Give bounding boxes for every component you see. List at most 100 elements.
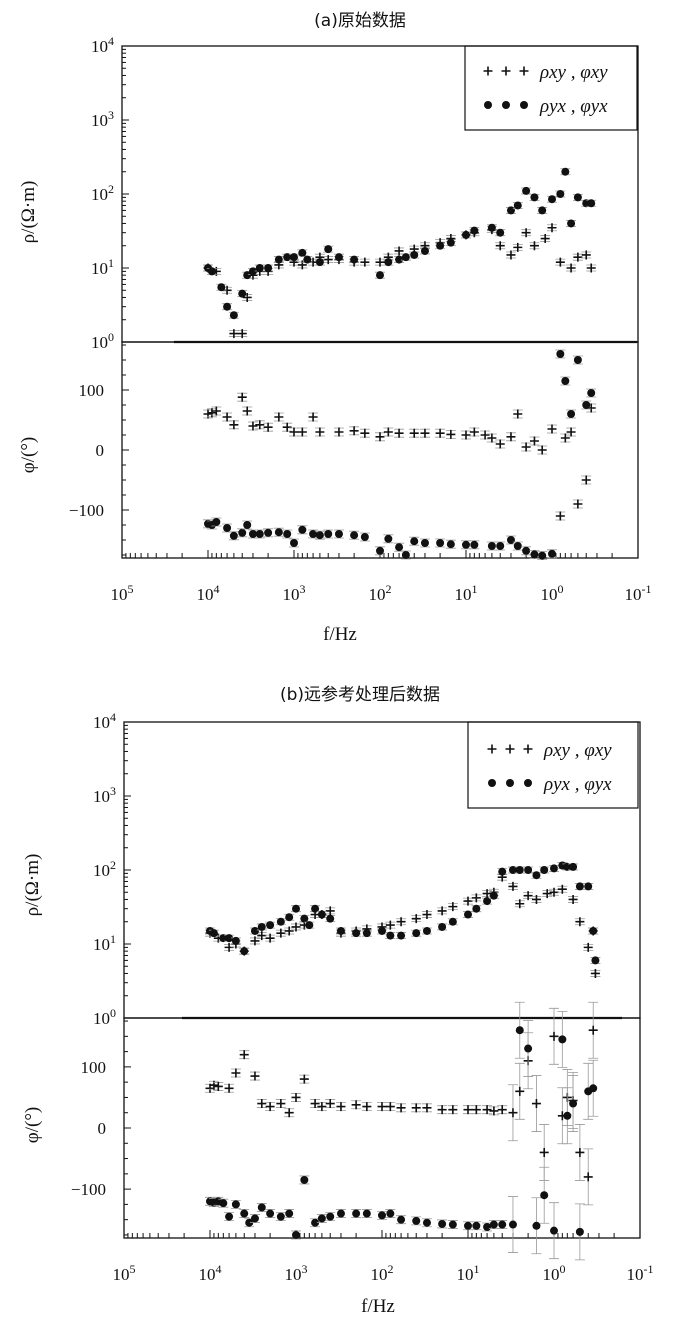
- panel-a-phi-yx-point: [420, 539, 429, 547]
- panel-a-rho-yx-point: [530, 193, 539, 202]
- panel-a-phi-yx-point: [436, 539, 445, 547]
- panel-b-rho-yx-point: [257, 922, 266, 931]
- panel-a-phi-xy-point: [495, 439, 505, 449]
- panel-b-phi-yx-point: [540, 1191, 549, 1200]
- panel-b-phi-xy-point: [351, 1100, 361, 1110]
- panel-b-phi-yx-point: [515, 1026, 524, 1035]
- panel-a-legend-plus-marker: [483, 66, 493, 76]
- panel-b-phi-yx-point: [558, 1035, 567, 1044]
- panel-b-phi-yx-point: [352, 1209, 361, 1218]
- panel-a-rho-yx-point: [229, 311, 238, 320]
- panel-b-rho-yx-point: [209, 929, 218, 938]
- panel-a-rho-xy-point: [529, 241, 539, 251]
- panel-b-legend-plus-marker: [523, 744, 533, 754]
- panel-a-phi-yx-point: [309, 530, 318, 538]
- panel-a-rho-yx-point: [513, 201, 522, 210]
- panel-b-rho-yx-point: [240, 947, 249, 956]
- panel-a-rho-xy-point: [540, 234, 550, 244]
- panel-b-rho-xy-point: [448, 902, 458, 912]
- panel-a-rho-xy-point: [360, 257, 370, 267]
- panel-b-phi-yx-point: [464, 1221, 472, 1230]
- panel-a-xlabel: f/Hz: [323, 624, 357, 645]
- panel-b-rho-xy-point: [557, 884, 567, 894]
- panel-b-phi-ylabel: φ/(°): [22, 1107, 43, 1144]
- panel-b-phi-tick-label: −100: [71, 1180, 106, 1199]
- panel-a-phi-yx-point: [522, 546, 531, 555]
- panel-b-rho-xy-point: [257, 931, 267, 941]
- panel-a-rho-yx-point: [446, 238, 455, 247]
- panel-a-phi-yx-point: [462, 540, 470, 549]
- panel-a-phi-yx-point: [376, 546, 384, 555]
- panel-b-phi-xy-point: [299, 1074, 309, 1084]
- panel-a-rho-yx-point: [324, 245, 333, 254]
- panel-a-phi-yx-point: [229, 531, 238, 540]
- panel-a-rho-tick-label: 103: [91, 108, 114, 130]
- panel-b-phi-yx-point: [569, 1099, 578, 1108]
- panel-a-rho-yx-point: [298, 248, 307, 257]
- panel-a-phi-xy-point: [360, 428, 370, 438]
- panel-a-phi-xy-point: [282, 422, 292, 432]
- panel-a-rho-ylabel: ρ/(Ω·m): [18, 181, 39, 244]
- panel-b-rho-yx-point: [378, 926, 386, 935]
- panel-b-phi-yx-point: [300, 1175, 309, 1184]
- panel-b-rho-yx-point: [397, 931, 406, 940]
- panel-a-phi-yx-point: [487, 542, 496, 550]
- panel-b-rho-yx-point: [563, 862, 572, 871]
- panel-b-phi-xy-point: [284, 1108, 294, 1118]
- panel-a-phi-yx-point: [538, 551, 547, 560]
- panel-a: (a)原始数据 f/Hz ρ/(Ω·m) φ/(°) ρxy , φxy ρyx…: [18, 11, 652, 645]
- panel-b-rho-yx-point: [311, 904, 320, 913]
- panel-b-legend-dot-marker: [488, 779, 496, 787]
- panel-a-x-tick-label: 101: [455, 582, 478, 604]
- panel-a-legend-dot-marker: [520, 101, 528, 109]
- panel-b-phi-yx-point: [438, 1219, 447, 1228]
- panel-b-phi-yx-point: [336, 1209, 345, 1218]
- panel-a-phi-xy-point: [461, 430, 471, 440]
- panel-a-phi-yx-point: [212, 518, 221, 526]
- panel-b-rho-ylabel: ρ/(Ω·m): [22, 854, 43, 917]
- panel-a-rho-xy-point: [506, 250, 516, 260]
- panel-a-rho-yx-point: [506, 206, 515, 215]
- panel-a-phi-xy-point: [446, 429, 456, 439]
- panel-a-rho-xy-point: [375, 257, 385, 267]
- panel-a-legend-plus-marker: [501, 66, 511, 76]
- panel-a-phi-yx-point: [582, 401, 591, 409]
- panel-b-rho-yx-point: [266, 921, 275, 930]
- panel-a-phi-yx-point: [350, 531, 359, 540]
- panel-a-title: (a)原始数据: [314, 11, 406, 31]
- panel-a-rho-yx-point: [470, 226, 479, 235]
- panel-a-rho-yx-point: [207, 267, 216, 276]
- panel-a-rho-yx-point: [538, 206, 547, 215]
- panel-a-rho-yx-point: [556, 190, 565, 198]
- panel-a-legend-entry-1: ρxy , φxy: [539, 62, 608, 83]
- panel-b-phi-yx-point: [483, 1223, 492, 1231]
- panel-a-phi-yx-point: [324, 530, 333, 538]
- panel-a-phi-tick-label: −100: [69, 501, 104, 520]
- panel-a-phi-xy-point: [308, 412, 318, 422]
- panel-a-phi-xy-point: [207, 408, 217, 418]
- panel-b-rho-xy-point: [482, 889, 492, 899]
- panel-b-phi-xy-point: [575, 1147, 585, 1157]
- panel-b-phi-xy-point: [362, 1102, 372, 1112]
- panel-b-rho-xy-point: [590, 968, 600, 978]
- panel-b-rho-yx-point: [300, 914, 309, 923]
- panel-a-rho-yx-point: [436, 241, 445, 250]
- panel-a-rho-tick-label: 101: [91, 256, 114, 278]
- panel-b-phi-xy-point: [213, 1081, 223, 1091]
- panel-b-rho-xy-point: [568, 894, 578, 904]
- panel-a-rho-yx-point: [410, 250, 419, 259]
- panel-b-rho-xy-point: [523, 891, 533, 901]
- panel-b-rho-xy-point: [531, 894, 541, 904]
- panel-a-rho-xy-point: [581, 250, 591, 260]
- panel-b-rho-xy-point: [250, 936, 260, 946]
- panel-b-phi-tick-label: 0: [98, 1119, 107, 1138]
- panel-b-phi-xy-point: [385, 1102, 395, 1112]
- panel-a-phi-xy-point: [289, 427, 299, 437]
- panel-b-phi-xy-point: [482, 1105, 492, 1115]
- panel-b-rho-yx-point: [305, 921, 314, 930]
- panel-a-rho-yx-point: [384, 258, 393, 267]
- panel-a-phi-yx-point: [506, 536, 515, 544]
- panel-b-phi-yx-point: [397, 1215, 406, 1224]
- panel-b-rho-yx-point: [448, 917, 457, 926]
- panel-a-rho-xy-point: [394, 246, 404, 256]
